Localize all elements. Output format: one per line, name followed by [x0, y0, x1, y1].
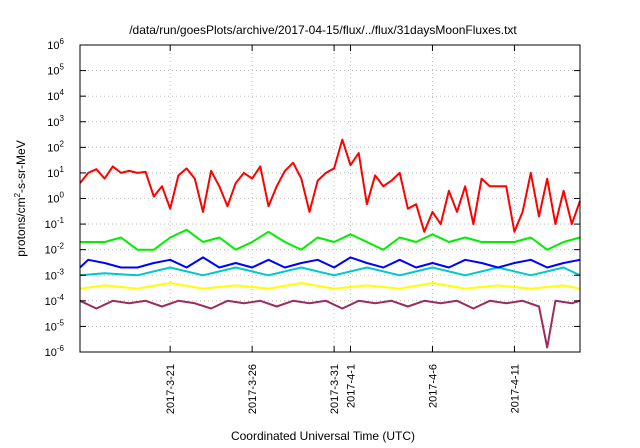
x-tick-label: 2017-4-11 [509, 364, 521, 413]
y-axis: 10-610-510-410-310-210-11001011021031041… [45, 37, 580, 359]
y-tick-base: 10 [45, 219, 57, 231]
y-tick-exponent: -2 [57, 242, 65, 251]
chart-title: /data/run/goesPlots/archive/2017-04-15/f… [129, 23, 517, 37]
y-tick-exponent: 5 [60, 63, 65, 72]
y-tick-label: 10-1 [45, 216, 65, 231]
y-tick-exponent: -4 [57, 293, 65, 302]
y-tick-exponent: 0 [60, 191, 65, 200]
y-tick-label: 10-4 [45, 293, 65, 308]
x-tick-label: 2017-3-26 [247, 364, 259, 414]
y-tick-base: 10 [47, 40, 59, 52]
y-tick-base: 10 [45, 270, 57, 282]
y-tick-exponent: -3 [57, 267, 65, 276]
y-tick-exponent: -1 [57, 216, 65, 225]
y-tick-exponent: 2 [60, 139, 65, 148]
series-line-5 [79, 282, 581, 290]
x-tick-label: 2017-3-21 [165, 364, 177, 414]
y-tick-label: 101 [47, 165, 64, 180]
y-tick-exponent: -6 [57, 344, 65, 353]
y-axis-label: protons/cm2-s-sr-MeV [13, 140, 28, 256]
y-tick-label: 102 [47, 139, 64, 154]
x-axis-label: Coordinated Universal Time (UTC) [231, 429, 415, 443]
y-tick-label: 106 [47, 37, 64, 52]
y-tick-base: 10 [45, 245, 57, 257]
y-tick-base: 10 [45, 296, 57, 308]
y-tick-base: 10 [47, 66, 59, 78]
y-tick-base: 10 [47, 142, 59, 154]
y-tick-base: 10 [47, 117, 59, 129]
y-tick-exponent: 3 [60, 114, 65, 123]
y-tick-base: 10 [45, 321, 57, 333]
grid [80, 45, 580, 352]
y-axis-label-units: -s-sr-MeV [14, 140, 28, 193]
y-tick-label: 104 [47, 88, 64, 103]
series-group [79, 138, 581, 349]
y-tick-label: 10-2 [45, 242, 65, 257]
y-tick-exponent: 6 [60, 37, 65, 46]
series-line-6 [79, 299, 581, 349]
y-tick-label: 100 [47, 191, 64, 206]
series-line-2 [80, 228, 581, 251]
y-tick-base: 10 [47, 168, 59, 180]
x-tick-label: 2017-4-1 [345, 364, 357, 408]
y-tick-exponent: 1 [60, 165, 65, 174]
y-axis-label-superscript: 2 [13, 192, 22, 197]
y-axis-label-main: protons/cm [14, 197, 28, 256]
y-tick-label: 10-3 [45, 267, 65, 282]
y-tick-base: 10 [45, 347, 57, 359]
x-tick-label: 2017-3-31 [329, 364, 341, 414]
y-tick-base: 10 [47, 194, 59, 206]
y-tick-exponent: 4 [60, 88, 65, 97]
y-tick-base: 10 [47, 91, 59, 103]
y-tick-label: 105 [47, 63, 64, 78]
x-tick-label: 2017-4-6 [427, 364, 439, 408]
y-tick-label: 10-6 [45, 344, 65, 359]
y-tick-label: 10-5 [45, 318, 65, 333]
series-line-4 [79, 256, 581, 269]
series-line-3 [79, 266, 581, 277]
series-line-1 [79, 138, 581, 233]
x-axis: 2017-3-21 2017-3-26 2017-3-31 2017-4-1 2017-… [165, 45, 521, 414]
y-tick-label: 103 [47, 114, 64, 129]
y-tick-exponent: -5 [57, 318, 65, 327]
